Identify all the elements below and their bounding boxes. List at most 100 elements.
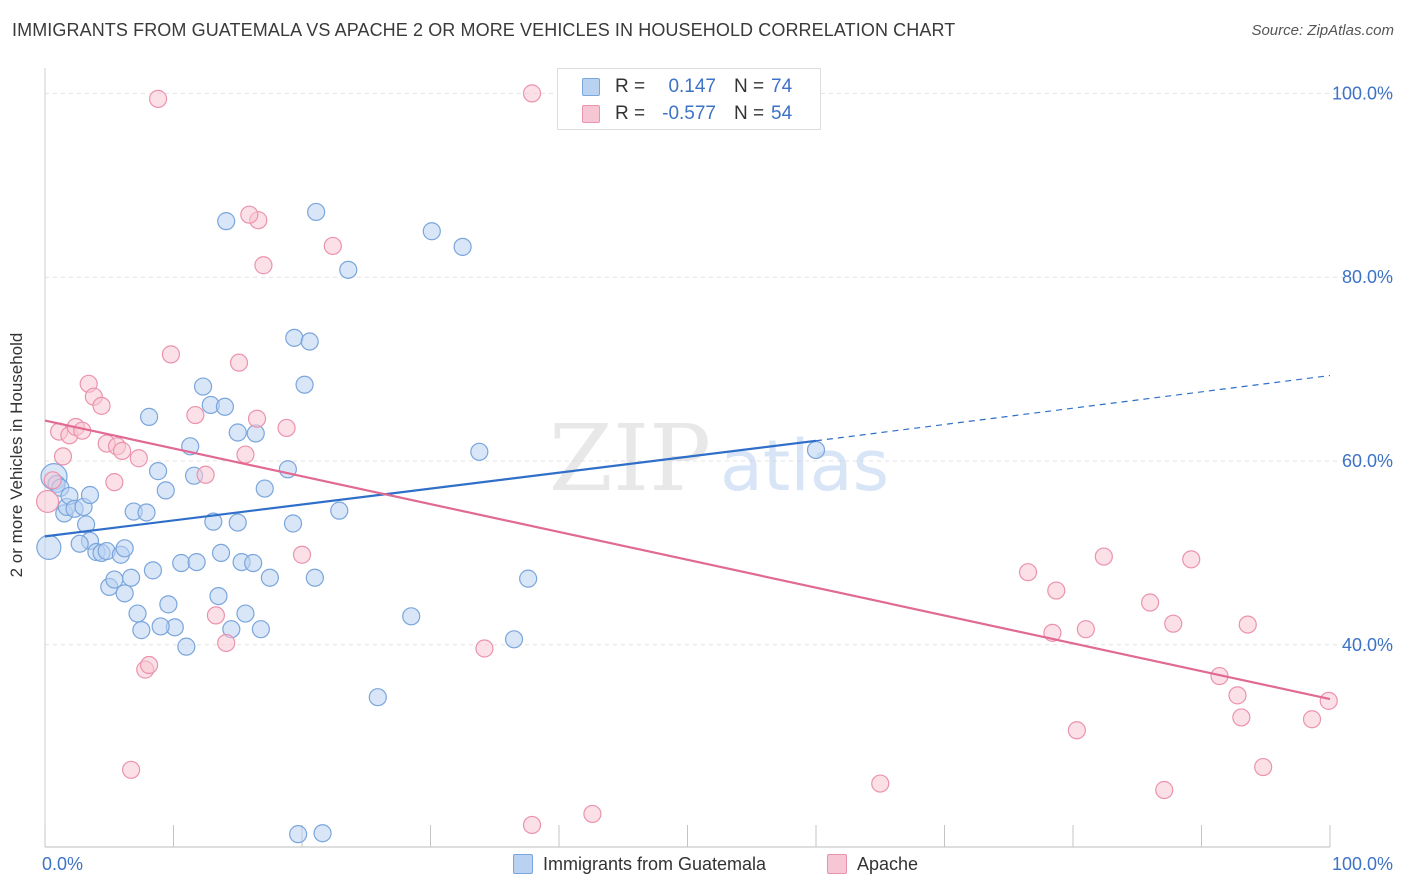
data-point [236, 445, 255, 464]
data-point [522, 815, 542, 835]
data-point [292, 545, 312, 564]
data-point [1067, 721, 1086, 740]
data-point [148, 462, 168, 481]
data-point [143, 561, 163, 580]
stats-swatch-blue [582, 78, 600, 96]
watermark: ZIP atlas [549, 405, 889, 512]
data-point [53, 447, 73, 466]
stats-r-label: R = [615, 76, 646, 97]
data-point [193, 377, 213, 396]
data-point [70, 534, 89, 553]
data-point [295, 375, 314, 394]
stats-box: R = 0.147 N = 74 R = -0.577 N = 54 [557, 68, 821, 130]
data-point [159, 595, 178, 614]
data-point [289, 825, 308, 844]
y-tick-label: 80.0% [1342, 267, 1393, 287]
data-point [92, 396, 111, 415]
data-point [1302, 710, 1322, 729]
data-point [305, 568, 324, 587]
series-apache-points [35, 84, 1338, 835]
data-point [285, 328, 304, 347]
data-point [128, 604, 147, 623]
x-tick-label: 0.0% [42, 854, 83, 874]
data-point [254, 256, 273, 275]
data-point [470, 442, 489, 461]
stats-n-value: 74 [771, 76, 793, 97]
data-point [307, 202, 326, 222]
stats-n-label: N = [734, 103, 765, 124]
y-tick-label: 60.0% [1342, 451, 1393, 471]
data-point [217, 212, 236, 231]
y-axis-label: 2 or more Vehicles in Household [7, 332, 26, 578]
data-point [121, 760, 141, 779]
data-point [137, 503, 156, 522]
stats-r-label: R = [615, 103, 646, 124]
data-point [1140, 593, 1160, 612]
data-point [186, 405, 205, 425]
data-point [187, 552, 206, 572]
data-point [519, 569, 538, 588]
data-point [228, 513, 247, 532]
data-point [339, 260, 358, 279]
data-point [80, 485, 100, 505]
data-point [522, 84, 542, 103]
watermark-atlas: atlas [720, 425, 889, 507]
chart-title: IMMIGRANTS FROM GUATEMALA VS APACHE 2 OR… [12, 20, 956, 40]
data-point [148, 89, 168, 108]
stats-r-value: -0.577 [662, 103, 716, 124]
y-tick-label: 100.0% [1332, 83, 1393, 103]
data-point [139, 407, 159, 426]
legend-item-apache[interactable]: Apache [827, 852, 918, 876]
x-tick-label: 100.0% [1332, 854, 1393, 874]
data-point [283, 514, 303, 533]
data-point [1228, 686, 1247, 705]
legend-item-guatemala[interactable]: Immigrants from Guatemala [513, 852, 766, 876]
data-point [330, 501, 349, 520]
data-point [236, 604, 255, 623]
data-point [247, 409, 267, 428]
data-point [240, 205, 259, 224]
data-point [1232, 708, 1251, 727]
axes [44, 68, 1331, 848]
data-point [1238, 615, 1257, 634]
data-point [215, 397, 234, 416]
data-point [1164, 614, 1183, 633]
data-point [151, 617, 170, 636]
data-point [422, 222, 441, 241]
data-point [228, 423, 247, 442]
legend-swatch-blue [513, 854, 533, 874]
data-point [121, 568, 141, 587]
data-point [244, 553, 263, 573]
data-point [1254, 757, 1273, 777]
data-point [206, 606, 226, 625]
source-credit: Source: ZipAtlas.com [1251, 22, 1394, 39]
trend-line-guatemala-extension [815, 374, 1331, 442]
stats-swatch-pink [582, 105, 600, 123]
data-point [177, 637, 196, 656]
data-point [172, 553, 191, 573]
legend-label: Apache [857, 854, 919, 874]
data-point [453, 237, 472, 256]
stats-n-label: N = [734, 76, 765, 97]
data-point [115, 584, 134, 603]
data-point [1018, 563, 1038, 582]
gridlines [45, 92, 1392, 646]
trend-line-guatemala [44, 439, 817, 538]
data-point [36, 534, 62, 560]
data-point [323, 236, 342, 256]
data-point [300, 332, 319, 351]
data-point [43, 471, 62, 490]
data-point [156, 481, 175, 500]
data-point [105, 473, 124, 492]
data-point [217, 633, 236, 653]
data-point [277, 418, 296, 438]
y-tick-label: 40.0% [1342, 635, 1393, 655]
stats-n-value: 54 [771, 103, 793, 124]
data-point [583, 804, 602, 824]
data-point [1094, 547, 1113, 566]
data-point [1047, 581, 1066, 600]
legend-label: Immigrants from Guatemala [543, 854, 767, 874]
data-point [1319, 691, 1338, 710]
data-point [475, 639, 494, 658]
